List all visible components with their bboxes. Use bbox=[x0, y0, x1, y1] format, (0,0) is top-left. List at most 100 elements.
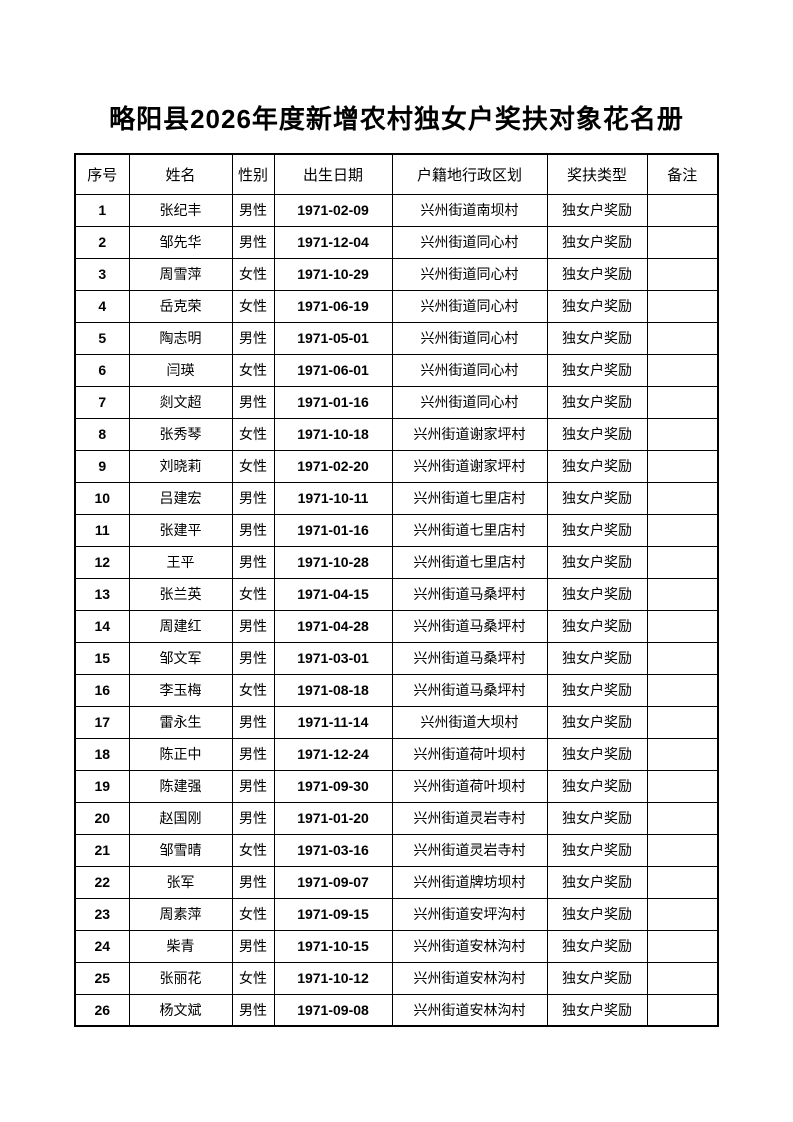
name-cell: 周建红 bbox=[128, 609, 233, 643]
district-cell: 兴州街道马桑坪村 bbox=[391, 673, 548, 707]
type-cell: 独女户奖励 bbox=[546, 257, 648, 291]
birth-cell: 1971-10-28 bbox=[273, 545, 393, 579]
table-row: 22 张军 男性 1971-09-07 兴州街道牌坊坝村 独女户奖励 bbox=[74, 865, 719, 899]
type-cell: 独女户奖励 bbox=[546, 801, 648, 835]
serial-cell: 17 bbox=[74, 705, 130, 739]
district-cell: 兴州街道七里店村 bbox=[391, 513, 548, 547]
serial-cell: 25 bbox=[74, 961, 130, 995]
name-cell: 王平 bbox=[128, 545, 233, 579]
birth-cell: 1971-03-01 bbox=[273, 641, 393, 675]
note-cell bbox=[646, 321, 719, 355]
gender-cell: 男性 bbox=[231, 865, 275, 899]
name-cell: 李玉梅 bbox=[128, 673, 233, 707]
serial-cell: 20 bbox=[74, 801, 130, 835]
serial-cell: 2 bbox=[74, 225, 130, 259]
gender-cell: 女性 bbox=[231, 577, 275, 611]
district-cell: 兴州街道马桑坪村 bbox=[391, 609, 548, 643]
table-row: 21 邹雪晴 女性 1971-03-16 兴州街道灵岩寺村 独女户奖励 bbox=[74, 833, 719, 867]
table-row: 4 岳克荣 女性 1971-06-19 兴州街道同心村 独女户奖励 bbox=[74, 289, 719, 323]
gender-cell: 男性 bbox=[231, 609, 275, 643]
serial-cell: 19 bbox=[74, 769, 130, 803]
table-row: 5 陶志明 男性 1971-05-01 兴州街道同心村 独女户奖励 bbox=[74, 321, 719, 355]
table-row: 12 王平 男性 1971-10-28 兴州街道七里店村 独女户奖励 bbox=[74, 545, 719, 579]
district-cell: 兴州街道马桑坪村 bbox=[391, 577, 548, 611]
serial-cell: 22 bbox=[74, 865, 130, 899]
name-cell: 陈建强 bbox=[128, 769, 233, 803]
gender-cell: 女性 bbox=[231, 449, 275, 483]
district-cell: 兴州街道安林沟村 bbox=[391, 993, 548, 1027]
type-cell: 独女户奖励 bbox=[546, 897, 648, 931]
table-row: 2 邹先华 男性 1971-12-04 兴州街道同心村 独女户奖励 bbox=[74, 225, 719, 259]
name-cell: 张纪丰 bbox=[128, 193, 233, 227]
serial-cell: 9 bbox=[74, 449, 130, 483]
type-cell: 独女户奖励 bbox=[546, 225, 648, 259]
type-cell: 独女户奖励 bbox=[546, 289, 648, 323]
district-cell: 兴州街道同心村 bbox=[391, 321, 548, 355]
name-cell: 赵国刚 bbox=[128, 801, 233, 835]
district-cell: 兴州街道谢家坪村 bbox=[391, 417, 548, 451]
table-row: 16 李玉梅 女性 1971-08-18 兴州街道马桑坪村 独女户奖励 bbox=[74, 673, 719, 707]
table-row: 15 邹文军 男性 1971-03-01 兴州街道马桑坪村 独女户奖励 bbox=[74, 641, 719, 675]
type-cell: 独女户奖励 bbox=[546, 737, 648, 771]
name-cell: 剡文超 bbox=[128, 385, 233, 419]
name-cell: 张丽花 bbox=[128, 961, 233, 995]
type-cell: 独女户奖励 bbox=[546, 865, 648, 899]
gender-cell: 女性 bbox=[231, 833, 275, 867]
table-row: 25 张丽花 女性 1971-10-12 兴州街道安林沟村 独女户奖励 bbox=[74, 961, 719, 995]
note-cell bbox=[646, 641, 719, 675]
district-cell: 兴州街道安林沟村 bbox=[391, 961, 548, 995]
name-cell: 张秀琴 bbox=[128, 417, 233, 451]
district-cell: 兴州街道灵岩寺村 bbox=[391, 801, 548, 835]
page-title: 略阳县2026年度新增农村独女户奖扶对象花名册 bbox=[109, 104, 684, 134]
name-cell: 周素萍 bbox=[128, 897, 233, 931]
note-cell bbox=[646, 993, 719, 1027]
gender-cell: 男性 bbox=[231, 929, 275, 963]
type-cell: 独女户奖励 bbox=[546, 833, 648, 867]
note-cell bbox=[646, 801, 719, 835]
birth-cell: 1971-06-01 bbox=[273, 353, 393, 387]
note-cell bbox=[646, 289, 719, 323]
district-cell: 兴州街道灵岩寺村 bbox=[391, 833, 548, 867]
note-cell bbox=[646, 385, 719, 419]
name-cell: 周雪萍 bbox=[128, 257, 233, 291]
district-cell: 兴州街道南坝村 bbox=[391, 193, 548, 227]
table-row: 3 周雪萍 女性 1971-10-29 兴州街道同心村 独女户奖励 bbox=[74, 257, 719, 291]
gender-cell: 男性 bbox=[231, 993, 275, 1027]
header-cell-gender: 性别 bbox=[231, 153, 275, 195]
gender-cell: 男性 bbox=[231, 321, 275, 355]
birth-cell: 1971-05-01 bbox=[273, 321, 393, 355]
note-cell bbox=[646, 737, 719, 771]
table-row: 7 剡文超 男性 1971-01-16 兴州街道同心村 独女户奖励 bbox=[74, 385, 719, 419]
header-cell-name: 姓名 bbox=[128, 153, 233, 195]
note-cell bbox=[646, 865, 719, 899]
serial-cell: 14 bbox=[74, 609, 130, 643]
name-cell: 邹雪晴 bbox=[128, 833, 233, 867]
name-cell: 雷永生 bbox=[128, 705, 233, 739]
district-cell: 兴州街道荷叶坝村 bbox=[391, 769, 548, 803]
gender-cell: 男性 bbox=[231, 513, 275, 547]
birth-cell: 1971-06-19 bbox=[273, 289, 393, 323]
header-row: 序号 姓名 性别 出生日期 户籍地行政区划 奖扶类型 备注 bbox=[74, 153, 719, 195]
serial-cell: 5 bbox=[74, 321, 130, 355]
birth-cell: 1971-09-07 bbox=[273, 865, 393, 899]
gender-cell: 女性 bbox=[231, 897, 275, 931]
type-cell: 独女户奖励 bbox=[546, 481, 648, 515]
gender-cell: 男性 bbox=[231, 737, 275, 771]
note-cell bbox=[646, 449, 719, 483]
table-row: 26 杨文斌 男性 1971-09-08 兴州街道安林沟村 独女户奖励 bbox=[74, 993, 719, 1027]
name-cell: 陈正中 bbox=[128, 737, 233, 771]
serial-cell: 12 bbox=[74, 545, 130, 579]
type-cell: 独女户奖励 bbox=[546, 705, 648, 739]
district-cell: 兴州街道安林沟村 bbox=[391, 929, 548, 963]
gender-cell: 女性 bbox=[231, 289, 275, 323]
serial-cell: 7 bbox=[74, 385, 130, 419]
type-cell: 独女户奖励 bbox=[546, 609, 648, 643]
table-row: 8 张秀琴 女性 1971-10-18 兴州街道谢家坪村 独女户奖励 bbox=[74, 417, 719, 451]
table-row: 17 雷永生 男性 1971-11-14 兴州街道大坝村 独女户奖励 bbox=[74, 705, 719, 739]
gender-cell: 男性 bbox=[231, 545, 275, 579]
serial-cell: 10 bbox=[74, 481, 130, 515]
table-row: 13 张兰英 女性 1971-04-15 兴州街道马桑坪村 独女户奖励 bbox=[74, 577, 719, 611]
name-cell: 张军 bbox=[128, 865, 233, 899]
serial-cell: 3 bbox=[74, 257, 130, 291]
note-cell bbox=[646, 513, 719, 547]
